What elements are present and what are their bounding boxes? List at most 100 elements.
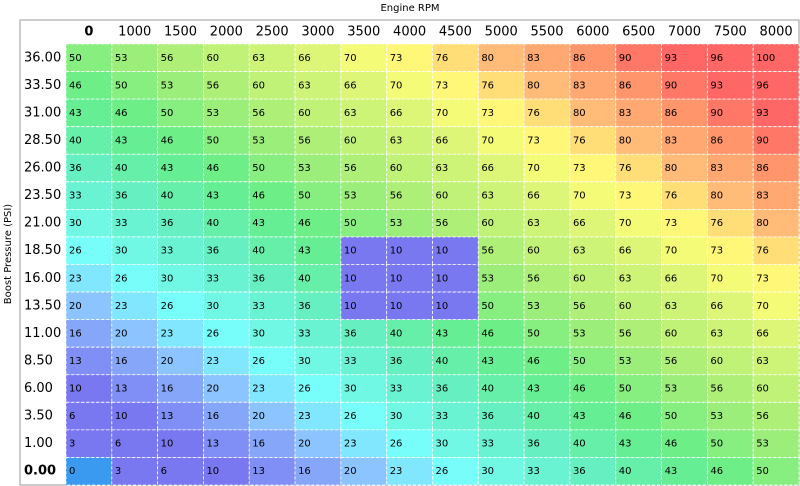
cell-value: 70 [344,53,357,64]
cell [157,401,204,431]
cell [569,429,617,458]
cell [248,291,296,321]
cell-value: 83 [756,191,769,202]
cell-value: 46 [298,218,311,229]
cell-value: 50 [161,108,174,119]
cell [615,457,662,486]
cell-value: 10 [69,384,82,395]
cell-value: 76 [436,53,449,64]
cell-value: 63 [573,246,586,257]
cell [477,429,525,458]
cell [248,319,296,348]
cell-value: 10 [344,246,357,257]
cell [706,401,754,431]
cell [294,457,342,486]
cell-value: 43 [69,108,82,119]
cell-value: 10 [161,439,174,450]
cell-value: 10 [390,273,403,284]
row-header: 26.00 [24,161,61,176]
row-header: 18.50 [24,243,61,258]
cell-value: 56 [665,356,678,367]
cell [432,429,479,458]
cell [294,43,342,72]
cell [157,291,204,321]
cell [65,153,113,183]
cell-value: 10 [436,246,449,257]
cell-value: 90 [710,108,723,119]
cell-value: 66 [710,301,723,312]
cell-value: 93 [710,80,723,91]
cell-value: 36 [527,439,540,450]
cell-value: 43 [298,246,311,257]
cell-value: 73 [436,80,449,91]
column-header: 5500 [530,25,563,40]
cell-value: 60 [573,273,586,284]
cell [432,319,479,348]
cell-value: 76 [756,246,769,257]
cell-value: 40 [527,411,540,422]
column-header: 0 [84,25,93,40]
cell [569,346,617,376]
cell [523,43,571,72]
cell-value: 3 [115,466,121,477]
cell [294,264,342,293]
cell-value: 70 [710,273,723,284]
cell [65,374,113,403]
cell-value: 80 [619,135,632,146]
row-header: 21.00 [24,216,61,231]
cell [477,153,525,183]
cell [752,457,800,486]
cell-value: 53 [573,328,586,339]
cell-value: 46 [206,163,219,174]
cell-value: 63 [390,135,403,146]
cell [65,401,113,431]
cell [294,429,342,458]
cell-value: 33 [69,191,82,202]
cell [203,264,250,293]
cell-value: 66 [756,328,769,339]
cell-value: 90 [665,80,678,91]
cell-value: 56 [344,163,357,174]
cell [111,181,159,210]
cell-value: 36 [206,246,219,257]
cell [752,98,800,128]
cell [706,208,754,238]
column-header: 6500 [622,25,655,40]
cell [65,98,113,128]
cell-value: 56 [619,328,632,339]
cell [340,319,388,348]
cell-value: 90 [619,53,632,64]
cell-value: 70 [756,301,769,312]
cell-value: 33 [390,384,403,395]
cell [523,98,571,128]
cell-value: 73 [756,273,769,284]
cell-value: 73 [527,135,540,146]
row-header: 31.00 [24,105,61,120]
cell [661,429,708,458]
cell-value: 36 [573,466,586,477]
cell-value: 30 [69,218,82,229]
cell-value: 56 [527,273,540,284]
cell-value: 83 [619,108,632,119]
cell [111,153,159,183]
cell [203,429,250,458]
cell-value: 60 [206,53,219,64]
cell-value: 13 [161,411,174,422]
cell-value: 26 [206,328,219,339]
cell [661,153,708,183]
cell [157,98,204,128]
cell-value: 83 [527,53,540,64]
cell [569,181,617,210]
cell [294,291,342,321]
cell-value: 73 [619,191,632,202]
cell [111,264,159,293]
cell [752,153,800,183]
cell-value: 30 [481,466,494,477]
cell-value: 66 [573,218,586,229]
cell-value: 53 [161,80,174,91]
cell [706,264,754,293]
cell-value: 30 [344,384,357,395]
cell [248,401,296,431]
cell [111,374,159,403]
cell [569,126,617,155]
